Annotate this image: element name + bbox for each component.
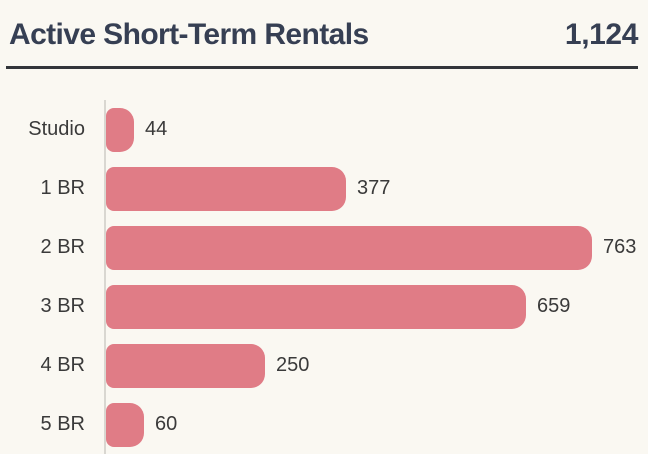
widget-header: Active Short-Term Rentals 1,124 (0, 0, 648, 52)
page-title: Active Short-Term Rentals (9, 18, 369, 51)
bar-row: 5 BR 60 (0, 395, 648, 454)
bar-row: 4 BR 250 (0, 336, 648, 395)
value-label: 659 (537, 295, 571, 317)
bar (106, 284, 526, 329)
header-divider (6, 66, 638, 69)
bar-track: 44 (104, 100, 648, 159)
value-label: 60 (155, 413, 178, 435)
bar-row: 3 BR 659 (0, 277, 648, 336)
bar-row: 1 BR 377 (0, 159, 648, 218)
bar-chart: Studio 44 1 BR 377 2 BR 763 3 BR 659 4 BR 250 5 BR… (0, 100, 648, 454)
bar-row: 2 BR 763 (0, 218, 648, 277)
category-label: 3 BR (40, 295, 85, 317)
bar (106, 107, 134, 152)
category-label: 2 BR (40, 236, 85, 258)
category-label: Studio (28, 118, 85, 140)
bar (106, 166, 346, 211)
category-label: 5 BR (40, 413, 85, 435)
bar-track: 659 (104, 277, 648, 336)
value-label: 763 (603, 236, 637, 258)
value-label: 250 (276, 354, 310, 376)
bar-track: 250 (104, 336, 648, 395)
bar (106, 343, 265, 388)
bar (106, 225, 592, 270)
category-label: 4 BR (40, 354, 85, 376)
bar-row: Studio 44 (0, 100, 648, 159)
total-count: 1,124 (564, 18, 638, 51)
value-label: 44 (145, 118, 168, 140)
category-label: 1 BR (40, 177, 85, 199)
bar-track: 377 (104, 159, 648, 218)
bar (106, 402, 144, 447)
bar-track: 763 (104, 218, 648, 277)
bar-track: 60 (104, 395, 648, 454)
value-label: 377 (357, 177, 391, 199)
